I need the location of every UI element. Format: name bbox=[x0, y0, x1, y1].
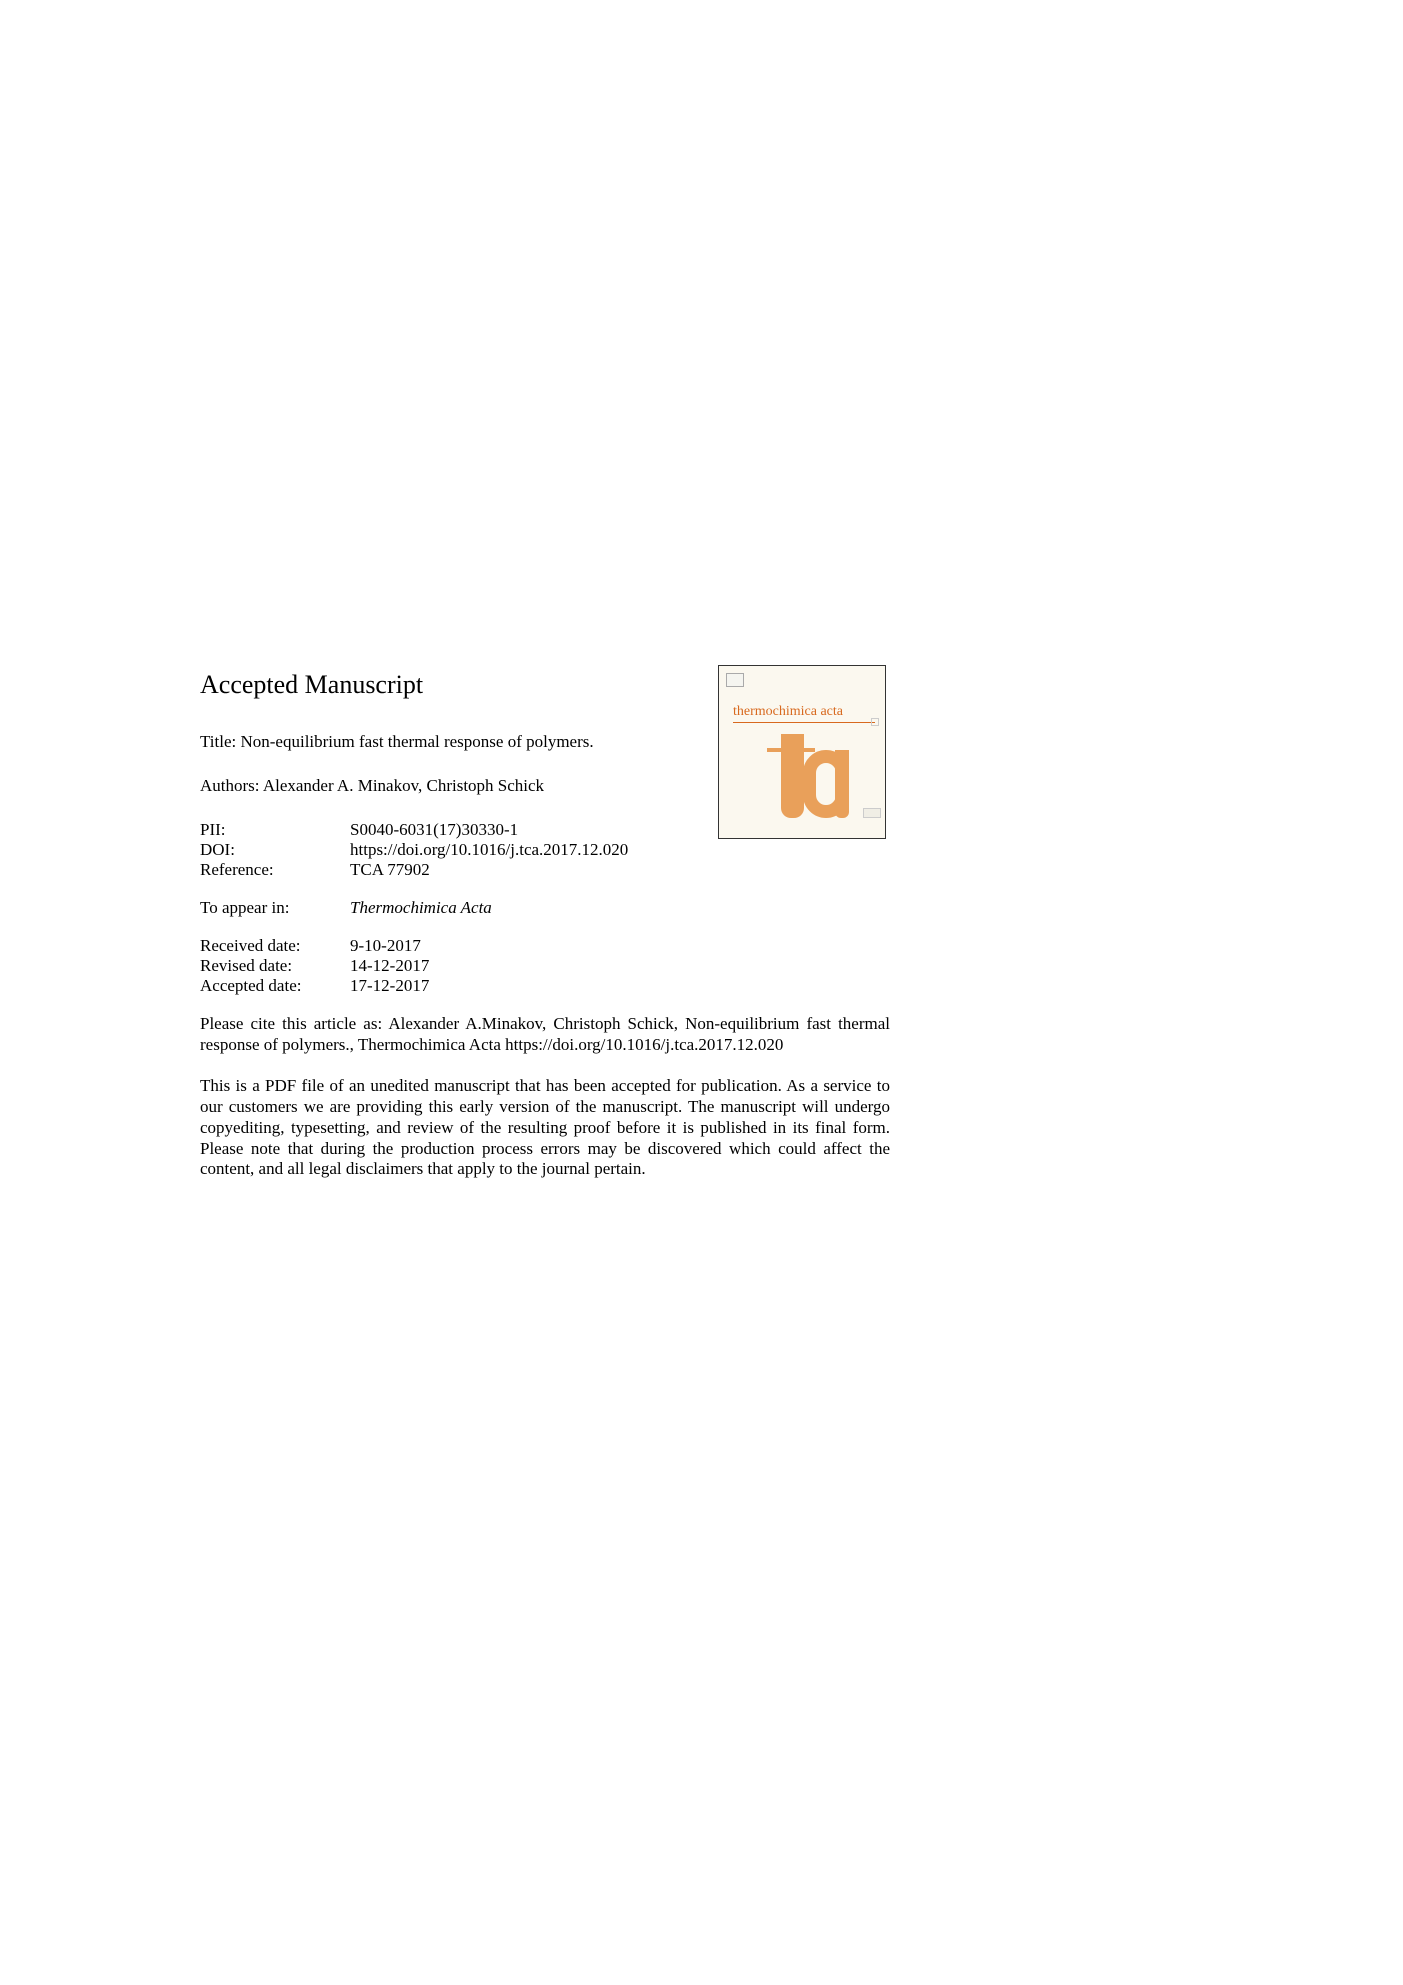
ta-a-tail bbox=[835, 750, 849, 818]
received-value: 9-10-2017 bbox=[350, 936, 429, 956]
appear-in-row: To appear in: Thermochimica Acta bbox=[200, 898, 492, 918]
cover-right-mark bbox=[871, 718, 879, 726]
accepted-label: Accepted date: bbox=[200, 976, 350, 996]
appear-in-value: Thermochimica Acta bbox=[350, 898, 492, 918]
revised-label: Revised date: bbox=[200, 956, 350, 976]
pii-row: PII: S0040-6031(17)30330-1 bbox=[200, 820, 628, 840]
journal-cover-thumbnail: thermochimica acta bbox=[718, 665, 886, 839]
identifiers-table: PII: S0040-6031(17)30330-1 DOI: https://… bbox=[200, 820, 628, 880]
revised-value: 14-12-2017 bbox=[350, 956, 429, 976]
cover-inner: thermochimica acta bbox=[719, 666, 885, 838]
cover-publisher-icon bbox=[726, 673, 744, 687]
authors-names: Alexander A. Minakov, Christoph Schick bbox=[263, 776, 544, 795]
ta-t-stem bbox=[781, 734, 804, 818]
reference-value: TCA 77902 bbox=[350, 860, 628, 880]
received-row: Received date: 9-10-2017 bbox=[200, 936, 429, 956]
appear-in-section: To appear in: Thermochimica Acta bbox=[200, 898, 890, 918]
pii-value: S0040-6031(17)30330-1 bbox=[350, 820, 628, 840]
dates-table: Received date: 9-10-2017 Revised date: 1… bbox=[200, 936, 429, 996]
ta-t-cross bbox=[767, 748, 815, 752]
reference-row: Reference: TCA 77902 bbox=[200, 860, 628, 880]
dates-section: Received date: 9-10-2017 Revised date: 1… bbox=[200, 936, 890, 996]
citation-paragraph: Please cite this article as: Alexander A… bbox=[200, 1014, 890, 1056]
reference-label: Reference: bbox=[200, 860, 350, 880]
doi-row: DOI: https://doi.org/10.1016/j.tca.2017.… bbox=[200, 840, 628, 860]
disclaimer-paragraph: This is a PDF file of an unedited manusc… bbox=[200, 1076, 890, 1181]
revised-row: Revised date: 14-12-2017 bbox=[200, 956, 429, 976]
appear-in-table: To appear in: Thermochimica Acta bbox=[200, 898, 492, 918]
cover-ta-logo bbox=[763, 714, 851, 824]
accepted-value: 17-12-2017 bbox=[350, 976, 429, 996]
cover-right-label bbox=[863, 808, 881, 818]
title-prefix: Title: bbox=[200, 732, 240, 751]
pii-label: PII: bbox=[200, 820, 350, 840]
received-label: Received date: bbox=[200, 936, 350, 956]
accepted-row: Accepted date: 17-12-2017 bbox=[200, 976, 429, 996]
doi-value: https://doi.org/10.1016/j.tca.2017.12.02… bbox=[350, 840, 628, 860]
appear-in-label: To appear in: bbox=[200, 898, 350, 918]
doi-label: DOI: bbox=[200, 840, 350, 860]
manuscript-title: Non-equilibrium fast thermal response of… bbox=[240, 732, 593, 751]
authors-prefix: Authors: bbox=[200, 776, 263, 795]
